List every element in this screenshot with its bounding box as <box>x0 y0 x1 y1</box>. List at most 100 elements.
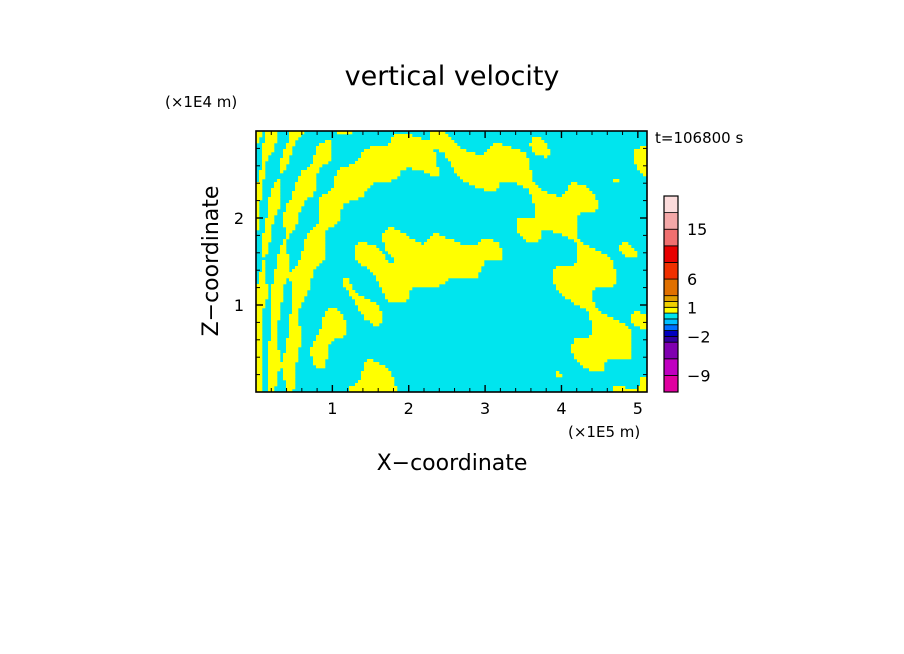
field-cell-positive <box>349 164 437 168</box>
field-cell-positive <box>283 377 296 381</box>
colorbar-label: 1 <box>687 298 697 317</box>
field-cell-positive <box>268 353 281 357</box>
field-cell-positive <box>262 245 269 249</box>
field-cell-positive <box>358 308 380 312</box>
field-cell-positive <box>385 293 410 297</box>
field-cell-positive <box>367 359 374 363</box>
field-cell-positive <box>280 158 290 162</box>
field-cell-positive <box>256 293 269 297</box>
field-cell-positive <box>289 200 305 204</box>
field-cell-positive <box>529 188 542 192</box>
field-cell-positive <box>619 248 635 252</box>
time-label: t=106800 s <box>655 129 743 147</box>
field-cell-positive <box>355 302 377 306</box>
field-cell-positive <box>313 356 329 360</box>
field-cell-positive <box>325 140 332 144</box>
field-cell-positive <box>631 320 647 324</box>
field-cell-positive <box>430 131 446 135</box>
chart-title: vertical velocity <box>345 61 560 92</box>
field-cell-positive <box>256 308 263 312</box>
field-cell-positive <box>553 278 617 282</box>
field-cell-positive <box>256 305 266 309</box>
field-cell-positive <box>268 377 278 381</box>
field-cell-positive <box>292 197 308 201</box>
field-cell-positive <box>274 182 281 186</box>
field-cell-positive <box>286 386 296 390</box>
field-cell-positive <box>376 275 479 279</box>
field-cell-positive <box>256 203 260 207</box>
field-cell-positive <box>388 299 407 303</box>
field-cell-positive <box>391 137 422 141</box>
field-cell-positive <box>316 149 332 153</box>
field-cell-positive <box>361 374 392 378</box>
field-cell-positive <box>370 269 482 273</box>
field-cell-positive <box>634 149 647 153</box>
field-cell-positive <box>568 185 587 189</box>
x-tick-label: 1 <box>327 399 337 418</box>
field-cell-positive <box>283 155 290 159</box>
field-cell-positive <box>292 305 302 309</box>
field-cell-positive <box>346 287 353 291</box>
field-cell-positive <box>265 134 278 138</box>
field-cell-positive <box>577 242 584 246</box>
field-cell-positive <box>289 314 299 318</box>
field-cell-positive <box>283 359 299 363</box>
field-cell-positive <box>262 161 266 165</box>
field-cell-positive <box>319 329 347 333</box>
field-cell-positive <box>256 212 260 216</box>
field-cell-positive <box>358 380 395 384</box>
field-cell-positive <box>298 176 317 180</box>
field-cell-positive <box>571 299 593 303</box>
field-cell-positive <box>271 191 281 195</box>
field-cell-positive <box>262 152 272 156</box>
field-cell-positive <box>277 263 290 267</box>
field-cell-positive <box>634 311 641 315</box>
field-cell-positive <box>280 245 287 249</box>
colorbar-segment <box>663 318 679 326</box>
colorbar-segment <box>663 330 679 337</box>
field-cell-positive <box>289 131 305 135</box>
field-cell-positive <box>343 278 350 282</box>
field-cell-positive <box>262 242 269 246</box>
field-cell-positive <box>292 293 308 297</box>
field-cell-positive <box>334 185 371 189</box>
field-cell-positive <box>271 326 278 330</box>
field-cell-positive <box>262 143 275 147</box>
field-cell-positive <box>277 254 290 258</box>
field-cell-positive <box>289 134 302 138</box>
field-cell-positive <box>256 131 263 135</box>
field-cell-positive <box>280 251 287 255</box>
field-cell-positive <box>382 290 410 294</box>
field-cell-positive <box>640 170 647 174</box>
field-cell-positive <box>589 317 614 321</box>
field-cell-positive <box>613 179 620 183</box>
field-cell-positive <box>394 134 413 138</box>
field-cell-positive <box>283 218 299 222</box>
field-cell-positive <box>592 332 632 336</box>
field-cell-positive <box>262 254 266 258</box>
field-cell-positive <box>388 251 503 255</box>
field-cell-positive <box>535 209 596 213</box>
field-cell-positive <box>265 221 275 225</box>
field-cell-positive <box>319 212 341 216</box>
field-cell-positive <box>313 161 329 165</box>
colorbar-segment <box>663 341 679 360</box>
field-cell-positive <box>361 155 437 159</box>
field-cell-positive <box>571 344 632 348</box>
field-cell-positive <box>256 326 263 330</box>
field-cell-positive <box>574 353 632 357</box>
field-cell-positive <box>490 146 512 150</box>
field-cell-positive <box>262 155 269 159</box>
field-cell-positive <box>283 374 296 378</box>
field-cell-positive <box>553 230 578 234</box>
field-cell-positive <box>631 314 647 318</box>
field-cell-positive <box>298 179 317 183</box>
field-cell-positive <box>526 239 539 243</box>
field-cell-positive <box>274 278 287 282</box>
field-cell-positive <box>259 275 266 279</box>
field-cell-positive <box>289 317 299 321</box>
field-cell-positive <box>385 242 422 246</box>
field-cell-positive <box>361 311 383 315</box>
field-cell-positive <box>589 314 608 318</box>
field-cell-positive <box>478 242 500 246</box>
